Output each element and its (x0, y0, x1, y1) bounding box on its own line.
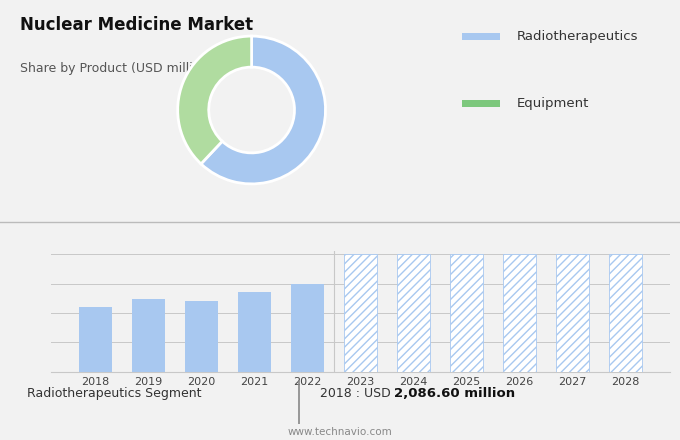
Bar (291, 284, 324, 372)
Bar (344, 254, 377, 372)
Text: Equipment: Equipment (517, 97, 589, 110)
Text: 2018 : USD: 2018 : USD (320, 387, 394, 400)
Text: Nuclear Medicine Market: Nuclear Medicine Market (20, 15, 254, 33)
Text: Share by Product (USD million): Share by Product (USD million) (20, 62, 214, 75)
Bar (238, 292, 271, 372)
Text: Radiotherapeutics: Radiotherapeutics (517, 30, 639, 44)
Wedge shape (201, 36, 326, 184)
Bar (503, 254, 536, 372)
Text: www.technavio.com: www.technavio.com (288, 427, 392, 437)
Bar (132, 299, 165, 372)
Text: 2,086.60 million: 2,086.60 million (394, 387, 515, 400)
Text: Radiotherapeutics Segment: Radiotherapeutics Segment (27, 387, 202, 400)
Bar (79, 307, 112, 372)
Bar (185, 301, 218, 372)
Bar (462, 100, 500, 106)
Bar (462, 33, 500, 40)
Bar (609, 254, 642, 372)
Bar (450, 254, 483, 372)
Wedge shape (177, 36, 252, 164)
Bar (397, 254, 430, 372)
Bar (556, 254, 589, 372)
